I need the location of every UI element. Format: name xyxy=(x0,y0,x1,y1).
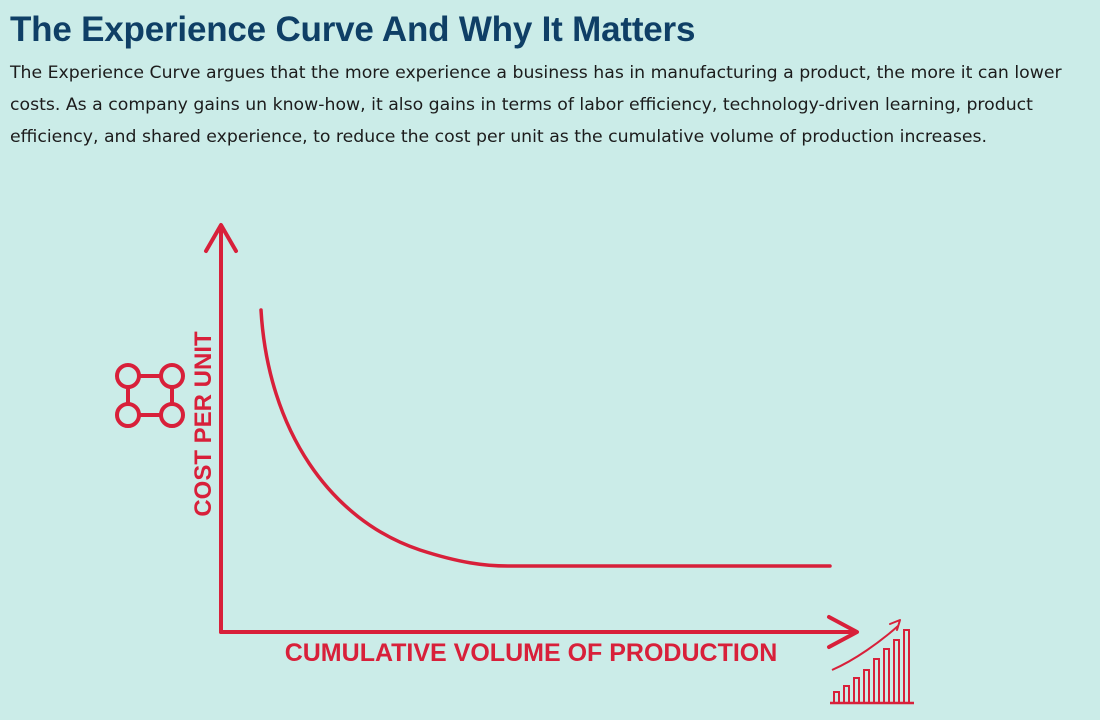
rising-bar-chart-icon xyxy=(830,619,914,705)
x-axis xyxy=(219,615,859,649)
y-axis-label: COST PER UNIT xyxy=(190,331,217,517)
x-axis-arrowhead xyxy=(827,615,859,649)
experience-curve-line xyxy=(259,308,832,568)
y-axis xyxy=(204,223,238,634)
intro-paragraph: The Experience Curve argues that the mor… xyxy=(10,63,1062,147)
connected-nodes-icon xyxy=(115,363,185,428)
page-title: The Experience Curve And Why It Matters xyxy=(10,10,696,49)
x-axis-label: CUMULATIVE VOLUME OF PRODUCTION xyxy=(285,639,778,667)
y-axis-arrowhead xyxy=(204,223,238,253)
